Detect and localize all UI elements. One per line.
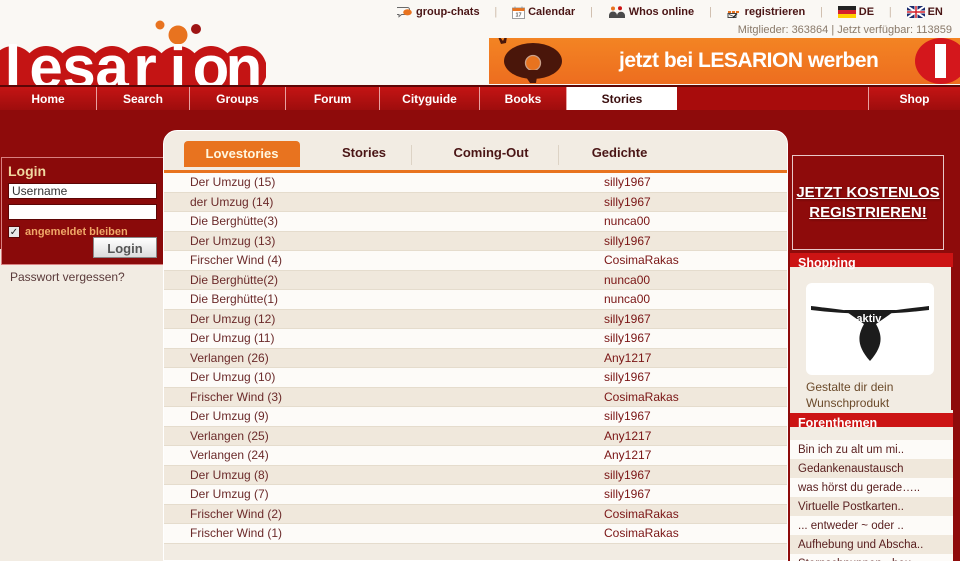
svg-text:17: 17 [516, 12, 522, 18]
